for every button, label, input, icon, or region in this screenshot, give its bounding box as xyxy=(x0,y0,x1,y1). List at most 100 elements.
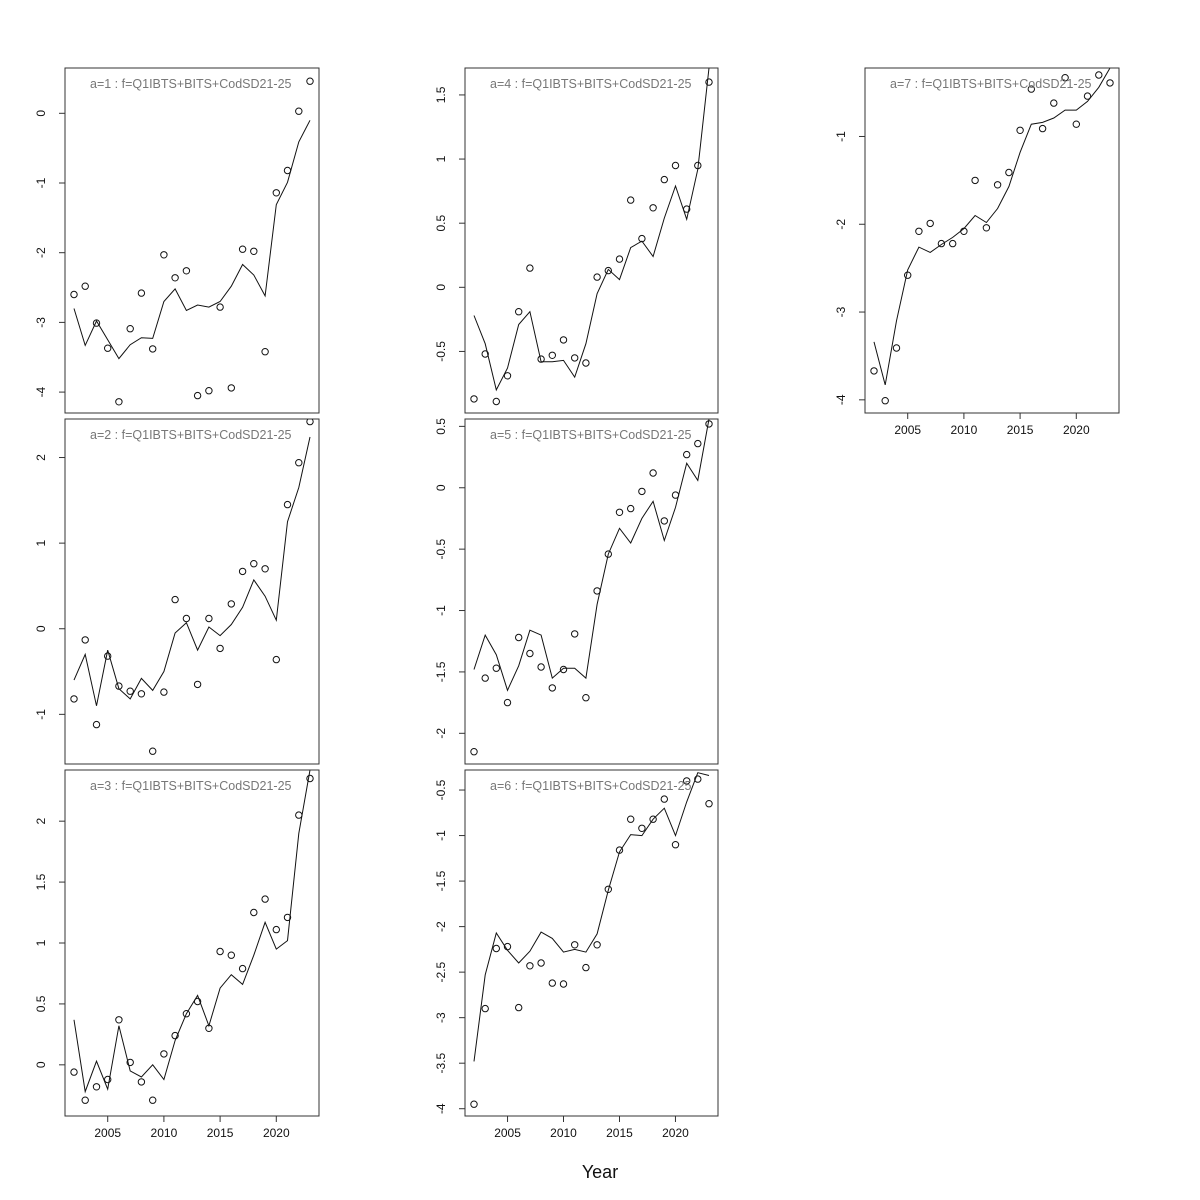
x-tick-label: 2010 xyxy=(151,1126,178,1140)
data-point xyxy=(604,885,612,893)
x-tick-label: 2020 xyxy=(1063,423,1090,437)
data-point xyxy=(306,774,314,783)
x-tick-label: 2005 xyxy=(894,423,921,437)
y-tick-label: -1 xyxy=(434,830,448,841)
data-point xyxy=(149,747,157,755)
data-point xyxy=(537,355,545,363)
y-tick-label: -1 xyxy=(34,177,48,188)
data-point xyxy=(694,775,702,783)
data-point xyxy=(649,204,657,212)
data-point xyxy=(272,925,280,934)
data-point xyxy=(193,680,202,689)
y-tick-label: 1 xyxy=(434,155,448,162)
data-point xyxy=(250,908,258,917)
y-tick-label: -0.5 xyxy=(434,779,448,800)
data-point xyxy=(1005,168,1013,177)
data-point xyxy=(283,913,292,922)
y-tick-label: -4 xyxy=(434,1103,448,1114)
y-tick-label: 1 xyxy=(34,539,48,546)
fitted-line xyxy=(473,68,710,392)
x-tick-label: 2020 xyxy=(662,1126,689,1140)
data-point xyxy=(115,1016,123,1024)
data-point xyxy=(149,1096,157,1104)
data-point xyxy=(182,267,191,275)
data-point xyxy=(492,664,500,672)
data-point xyxy=(261,348,269,356)
y-tick-label: 1 xyxy=(34,939,48,946)
data-point xyxy=(238,567,247,576)
data-point xyxy=(705,800,713,808)
data-point xyxy=(272,655,280,664)
data-point xyxy=(70,695,78,703)
data-point xyxy=(593,941,601,949)
data-point xyxy=(149,345,157,353)
y-tick-label: 1.5 xyxy=(34,873,48,890)
panel-title: a=6 : f=Q1IBTS+BITS+CodSD21-25 xyxy=(490,779,692,793)
y-tick-label: 0.5 xyxy=(434,215,448,232)
data-point xyxy=(705,78,713,86)
data-point xyxy=(1027,85,1036,93)
y-tick-label: 0 xyxy=(434,484,448,491)
data-point xyxy=(115,398,123,406)
data-point xyxy=(81,636,89,644)
y-tick-label: -2 xyxy=(434,921,448,932)
data-point xyxy=(295,811,303,819)
data-point xyxy=(683,450,691,459)
data-point xyxy=(559,665,568,674)
plot-area xyxy=(470,68,713,406)
panel-frame xyxy=(864,67,1120,414)
data-point xyxy=(870,367,878,375)
data-point xyxy=(638,487,646,496)
data-point xyxy=(295,459,303,467)
plot-area xyxy=(470,772,713,1108)
data-point xyxy=(470,395,478,403)
data-point xyxy=(660,517,668,525)
data-point xyxy=(283,500,292,509)
data-point xyxy=(503,372,512,380)
y-tick-label: -2 xyxy=(834,219,848,230)
panel-3: a=3 : f=Q1IBTS+BITS+CodSD21-25 0 0.5 1 1.5 2 2… xyxy=(34,769,320,1140)
panel-1: a=1 : f=Q1IBTS+BITS+CodSD21-25 -4 -3 -2 -1 0 xyxy=(34,67,320,414)
data-point xyxy=(649,815,657,823)
data-point xyxy=(70,290,78,299)
data-point xyxy=(295,107,303,115)
data-point xyxy=(993,181,1002,189)
data-point xyxy=(205,614,213,623)
x-axis-label: Year xyxy=(582,1162,618,1182)
panel-title: a=3 : f=Q1IBTS+BITS+CodSD21-25 xyxy=(90,779,292,793)
data-point xyxy=(671,161,680,170)
data-point xyxy=(92,720,101,729)
panels: a=1 : f=Q1IBTS+BITS+CodSD21-25-4-3-2-10 a… xyxy=(34,67,1120,1140)
data-point xyxy=(160,1050,168,1058)
fitted-line xyxy=(873,68,1111,386)
y-tick-label: -2.5 xyxy=(434,961,448,982)
data-point xyxy=(193,391,202,400)
panel-5: a=5 : f=Q1IBTS+BITS+CodSD21-25 -2 -1.5 -1 -0… xyxy=(434,418,719,765)
data-point xyxy=(582,963,590,972)
panel-title: a=7 : f=Q1IBTS+BITS+CodSD21-25 xyxy=(890,77,1092,91)
data-point xyxy=(92,1083,101,1091)
data-point xyxy=(126,1058,134,1067)
data-point xyxy=(81,1096,89,1104)
data-point xyxy=(92,319,101,327)
data-point xyxy=(182,614,191,623)
data-point xyxy=(915,227,923,236)
data-point xyxy=(660,795,668,803)
data-point xyxy=(126,687,134,695)
data-point xyxy=(515,308,523,316)
data-point xyxy=(1095,71,1103,79)
data-point xyxy=(1038,124,1047,133)
data-point xyxy=(137,690,146,698)
y-tick-label: -0.5 xyxy=(434,538,448,559)
x-tick-label: 2010 xyxy=(951,423,978,437)
fitted-line xyxy=(73,120,311,360)
plot-area xyxy=(70,77,314,406)
data-point xyxy=(492,944,500,953)
data-point xyxy=(694,439,702,448)
y-tick-label: 0 xyxy=(34,625,48,632)
panel-frame xyxy=(464,769,719,1117)
y-tick-label: -3 xyxy=(834,306,848,317)
data-point xyxy=(470,748,478,756)
data-point xyxy=(515,633,523,642)
data-point xyxy=(881,397,889,405)
